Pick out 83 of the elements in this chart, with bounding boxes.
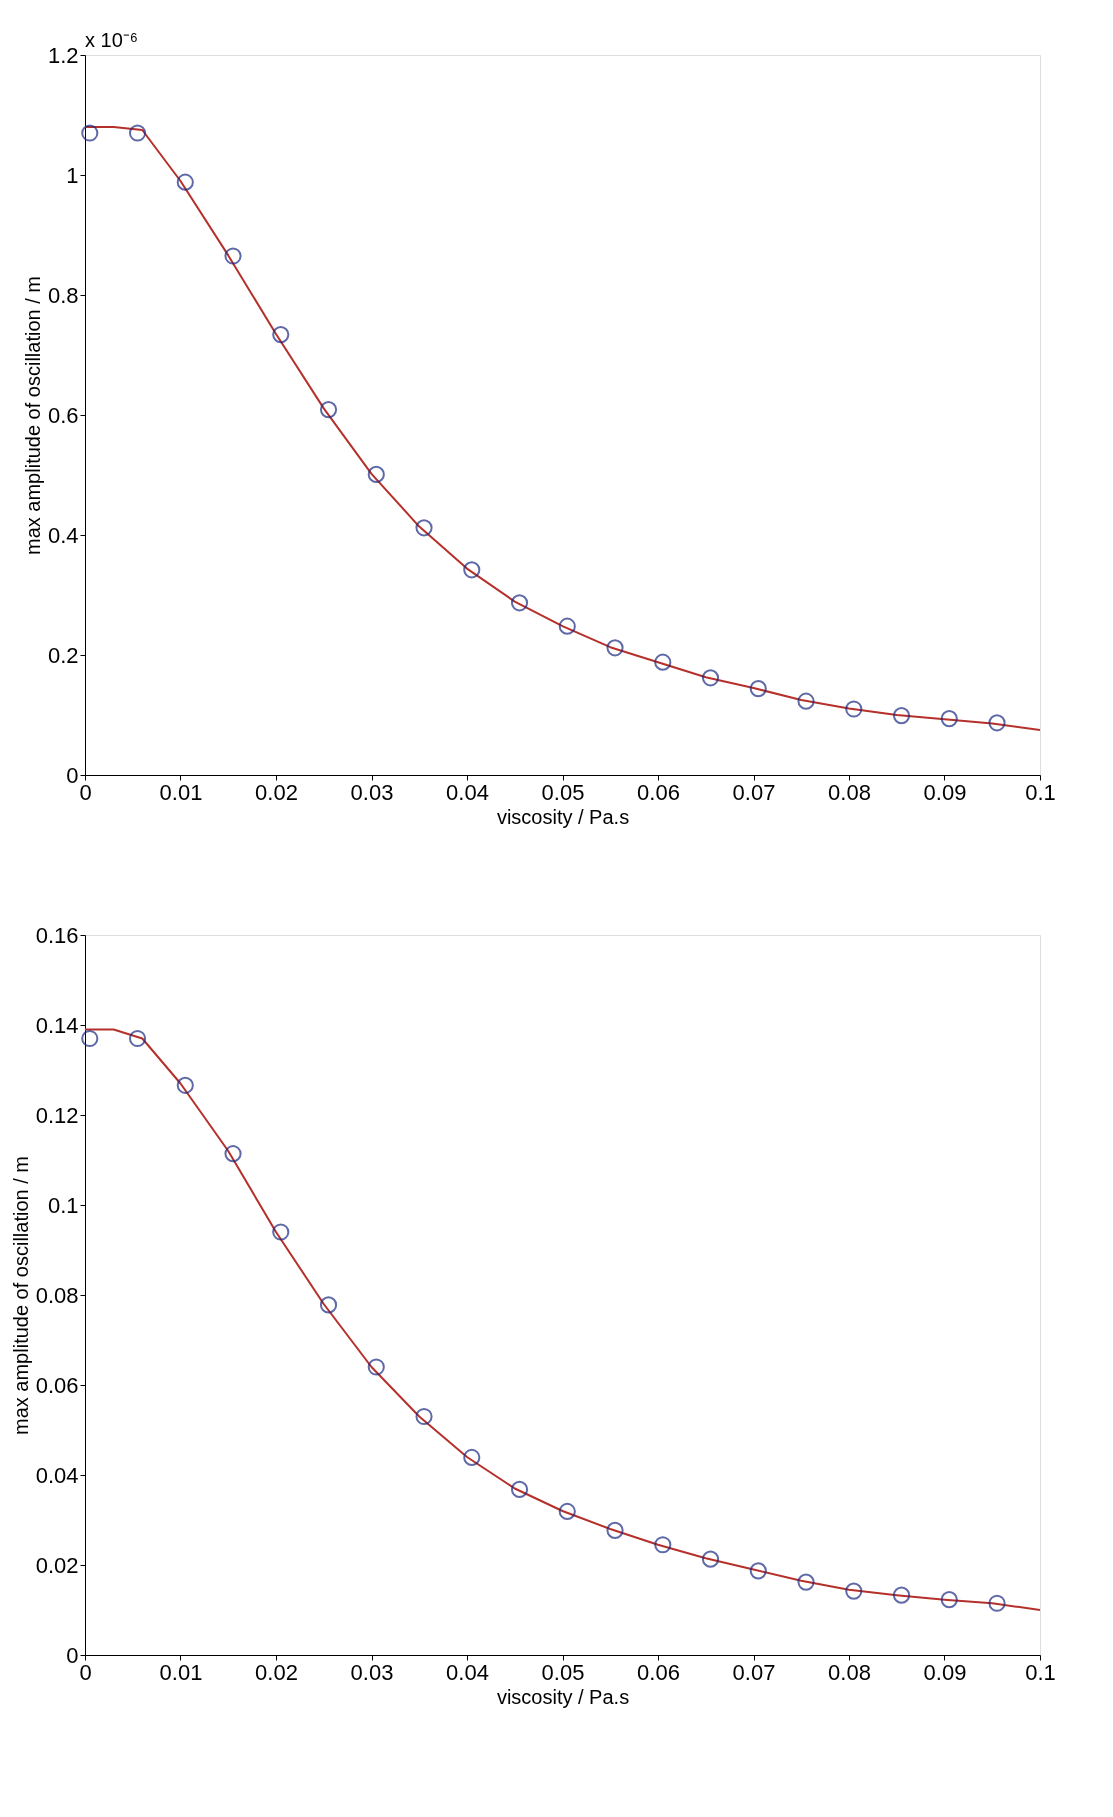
point [845, 700, 863, 718]
x-tick-label: 0.09 [923, 779, 967, 805]
point [558, 1502, 576, 1521]
x-tick-label: 0.06 [637, 1659, 680, 1685]
x-tick-label: 0.03 [350, 779, 394, 805]
point [988, 1594, 1006, 1612]
x-tick-label: 0.05 [541, 779, 585, 805]
y-tick-label: 0.12 [35, 1102, 79, 1128]
x-tick-label: 0.09 [923, 1659, 967, 1685]
x-tick-label: 0.08 [828, 779, 871, 805]
x-tick-label: 0.08 [828, 1659, 871, 1685]
x-tick-label: 0.04 [446, 1659, 489, 1685]
point [892, 1586, 911, 1604]
point [654, 1536, 672, 1554]
point [510, 1480, 529, 1498]
y-tick-label: 0.8 [47, 282, 79, 308]
y-tick-label: 0.2 [47, 642, 79, 668]
y-tick-label: 0.14 [35, 1012, 79, 1038]
y-tick-label: 0.08 [35, 1282, 79, 1308]
x-axis-title: viscosity / Pa.s [496, 1685, 630, 1708]
point [415, 1407, 433, 1426]
point [940, 1591, 958, 1609]
point [81, 1029, 99, 1048]
point [463, 561, 481, 579]
point [224, 247, 242, 265]
point [367, 1358, 385, 1376]
y-tick-label: 0.4 [47, 522, 79, 548]
y-tick-label: 0.06 [35, 1372, 79, 1398]
y-tick-label: 0.16 [35, 922, 79, 948]
point [558, 617, 576, 635]
x-tick-label: 0.05 [541, 1659, 585, 1685]
y-tick-label: 0.6 [47, 402, 79, 428]
y-axis-title: max amplitude of oscillation / m [9, 1155, 32, 1436]
x-axis-title: viscosity / Pa.s [496, 805, 630, 828]
point [81, 124, 99, 142]
x-tick-label: 0.07 [732, 779, 776, 805]
point [892, 707, 911, 725]
x-tick-label: 0.1 [1025, 1659, 1056, 1685]
point [606, 639, 624, 657]
point [797, 1573, 815, 1591]
text: x 10⁻⁶ [85, 29, 139, 51]
x-tick-label: 0.04 [446, 779, 489, 805]
point [319, 1296, 338, 1314]
point [176, 1076, 194, 1094]
point [606, 1521, 624, 1539]
point [510, 594, 529, 612]
y-axis-title: max amplitude of oscillation / m [21, 275, 44, 556]
point [319, 401, 338, 419]
point [701, 669, 720, 687]
point [463, 1448, 481, 1467]
line-series [84, 126, 1041, 731]
x-tick-label: 0.03 [350, 1659, 394, 1685]
point [415, 519, 433, 537]
y-tick-label: 0.1 [47, 1192, 79, 1218]
point [749, 680, 767, 698]
x-tick-label: 0.06 [637, 779, 680, 805]
point [367, 465, 385, 483]
point [272, 1223, 290, 1241]
point [940, 710, 958, 728]
x-tick-label: 0.02 [255, 1659, 298, 1685]
x-tick-label: 0.01 [159, 779, 203, 805]
x-tick-label: 0.02 [255, 779, 298, 805]
x-tick-label: 0.01 [159, 1659, 203, 1685]
point [988, 714, 1006, 732]
point [176, 173, 194, 191]
y-tick-label: 0 [66, 762, 79, 788]
point [128, 1029, 147, 1048]
point [654, 653, 672, 671]
point [224, 1145, 242, 1163]
y-tick-label: 0 [66, 1642, 79, 1668]
line-series [84, 1028, 1041, 1611]
point [128, 124, 147, 142]
x-tick-label: 0.07 [732, 1659, 776, 1685]
point [701, 1550, 720, 1568]
point [749, 1562, 767, 1580]
y-tick-label: 0.04 [35, 1462, 79, 1488]
y-tick-label: 1.2 [47, 42, 79, 68]
point [845, 1582, 863, 1600]
x-tick-label: 0.1 [1025, 779, 1056, 805]
point [272, 326, 290, 344]
y-tick-label: 1 [66, 162, 79, 188]
y-tick-label: 0.02 [35, 1552, 79, 1578]
point [797, 692, 815, 710]
